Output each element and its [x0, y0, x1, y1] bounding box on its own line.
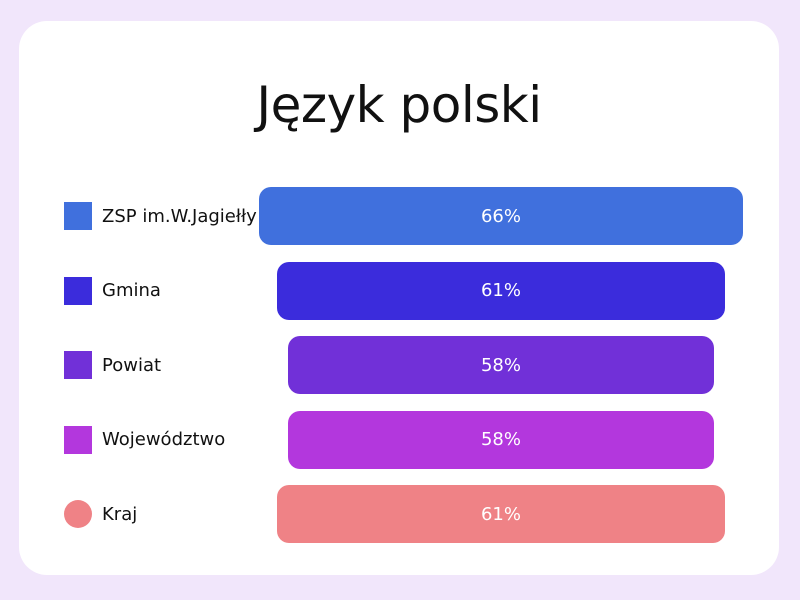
chart-title: Język polski — [256, 76, 542, 134]
legend-label: Kraj — [102, 503, 138, 525]
bar-value-label: 61% — [480, 503, 521, 525]
legend-swatch — [64, 425, 92, 454]
legend-swatch — [64, 202, 92, 230]
bar: 61% — [277, 485, 725, 543]
legend-label: ZSP im.W.Jagiełły — [102, 205, 257, 227]
legend-swatch — [64, 351, 92, 379]
legend-label: Gmina — [102, 280, 161, 301]
bar: 61% — [277, 261, 725, 320]
bar-value-label: 58% — [480, 429, 521, 450]
bar: 58% — [288, 410, 714, 469]
legend-item: Powiat — [64, 350, 161, 380]
legend-item: ZSP im.W.Jagiełły — [64, 201, 257, 231]
bar-value-label: 66% — [480, 205, 521, 227]
bar-value-label: 61% — [480, 280, 521, 301]
legend-item: Gmina — [64, 276, 161, 306]
legend-swatch — [64, 276, 92, 305]
legend-label: Województwo — [102, 429, 226, 450]
bar: 66% — [259, 187, 743, 245]
legend-swatch — [64, 500, 92, 528]
legend-label: Powiat — [102, 354, 162, 376]
legend-item: Województwo — [64, 425, 225, 455]
bar: 58% — [288, 336, 714, 394]
bar-value-label: 58% — [480, 354, 521, 376]
legend-item: Kraj — [64, 499, 137, 529]
chart-card: Język polski ZSP im.W.Jagiełły 66% Gmina 61… — [19, 21, 779, 575]
